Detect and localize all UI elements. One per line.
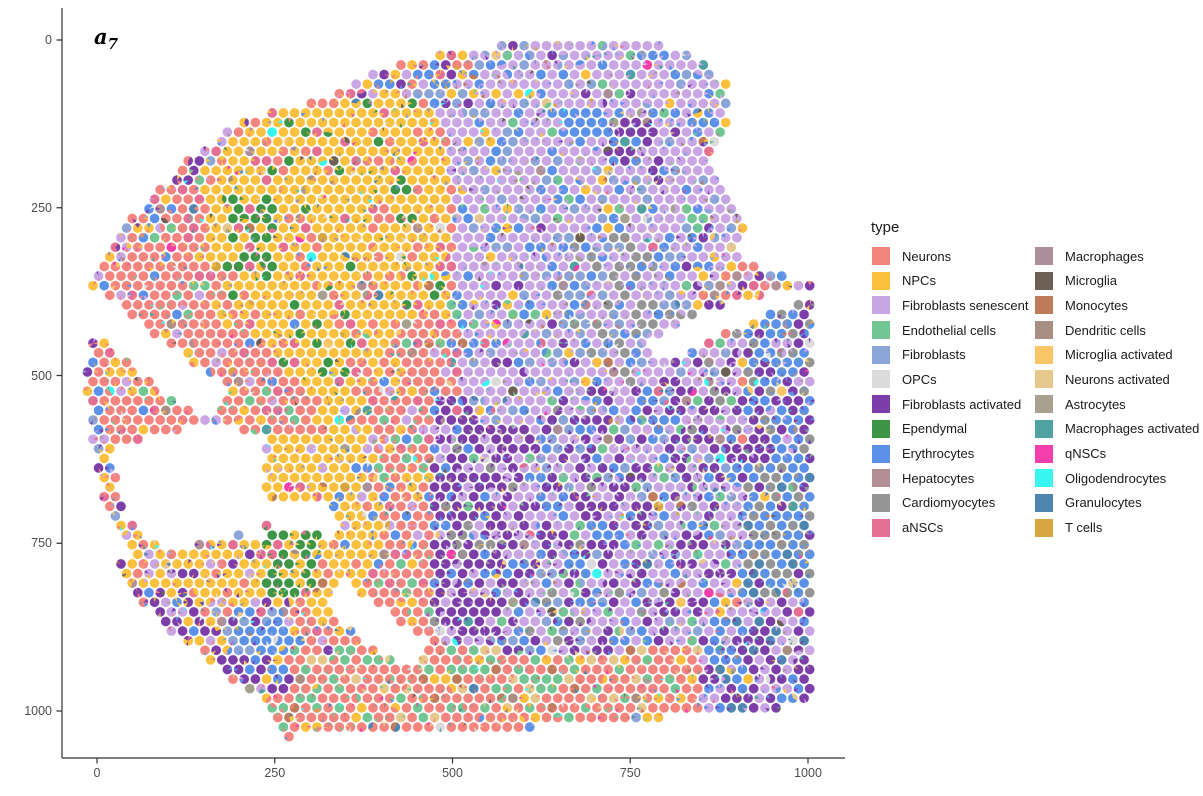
legend-entry-oligodendrocytes: Oligodendrocytes <box>1035 469 1199 488</box>
legend-label-fibroblasts: Fibroblasts <box>902 347 966 363</box>
legend-entry-granulocytes: Granulocytes <box>1035 493 1199 512</box>
legend-label-hepatocytes: Hepatocytes <box>902 470 975 486</box>
legend-swatch-monocytes <box>1035 296 1053 315</box>
legend-entry-fibroblasts-activated: Fibroblasts activated <box>872 395 1028 414</box>
legend-swatch-neurons-activated <box>1035 370 1053 389</box>
x-tick-label: 500 <box>442 766 463 780</box>
legend-entry-neurons-activated: Neurons activated <box>1035 370 1199 389</box>
legend-label-fibroblasts-senescent: Fibroblasts senescent <box>902 297 1029 313</box>
legend-label-erythrocytes: Erythrocytes <box>902 446 975 461</box>
legend-swatch-endothelial-cells <box>872 321 890 340</box>
legend-swatch-hepatocytes <box>872 469 890 488</box>
legend-entry-macrophages: Macrophages <box>1035 247 1199 265</box>
legend-label-fibroblasts-activated: Fibroblasts activated <box>902 396 1022 412</box>
plot-title-symbol: a <box>94 24 108 49</box>
legend-swatch-fibroblasts-senescent <box>872 296 890 315</box>
legend-swatch-anscs <box>872 518 890 537</box>
legend-entry-erythrocytes: Erythrocytes <box>872 444 1028 463</box>
legend-entry-fibroblasts: Fibroblasts <box>872 345 1028 364</box>
legend-column-2: Macrophages Microglia Monocytes Dendritic c… <box>1035 247 1199 537</box>
x-tick-label: 1000 <box>794 766 822 780</box>
legend-label-macrophages-activated: Macrophages activated <box>1065 421 1200 437</box>
legend-swatch-fibroblasts-activated <box>872 395 890 414</box>
legend-entry-t-cells: T cells <box>1035 518 1199 537</box>
legend-entry-neurons: Neurons <box>872 247 1028 265</box>
legend-entry-anscs: aNSCs <box>872 518 1028 537</box>
legend-title: type <box>871 219 900 236</box>
legend-swatch-macrophages <box>1035 247 1053 265</box>
legend-swatch-astrocytes <box>1035 395 1053 414</box>
legend-swatch-macrophages-activated <box>1035 419 1053 438</box>
y-tick-label: 250 <box>31 200 52 215</box>
legend-entry-fibroblasts-senescent: Fibroblasts senescent <box>872 296 1029 315</box>
legend-swatch-npcs <box>872 271 890 290</box>
legend-label-oligodendrocytes: Oligodendrocytes <box>1065 470 1167 486</box>
legend: type Neurons NPCs Fibroblasts senescent End… <box>871 219 1199 537</box>
plot-title: a7 <box>94 24 118 53</box>
legend-swatch-opcs <box>872 370 890 389</box>
legend-label-opcs: OPCs <box>902 371 937 387</box>
legend-label-endothelial-cells: Endothelial cells <box>902 322 996 338</box>
legend-entry-microglia-activated: Microglia activated <box>1035 345 1199 364</box>
legend-swatch-fibroblasts <box>872 345 890 364</box>
legend-swatch-granulocytes <box>1035 493 1053 512</box>
legend-swatch-oligodendrocytes <box>1035 469 1053 488</box>
legend-swatch-t-cells <box>1035 518 1053 537</box>
x-tick-label: 250 <box>264 766 286 780</box>
y-tick-label: 0 <box>45 33 52 47</box>
legend-swatch-ependymal <box>872 419 890 438</box>
legend-entry-macrophages-activated: Macrophages activated <box>1035 419 1200 438</box>
legend-swatch-dendritic-cells <box>1035 321 1053 340</box>
legend-entry-npcs: NPCs <box>872 271 1028 290</box>
legend-entry-dendritic-cells: Dendritic cells <box>1035 321 1199 340</box>
x-tick-label: 0 <box>93 766 101 780</box>
legend-label-cardiomyocytes: Cardiomyocytes <box>902 495 996 511</box>
y-tick-label: 750 <box>31 536 52 551</box>
legend-label-macrophages: Macrophages <box>1065 248 1144 264</box>
legend-label-neurons: Neurons <box>902 248 952 264</box>
legend-entry-opcs: OPCs <box>872 370 1028 389</box>
legend-label-neurons-activated: Neurons activated <box>1065 371 1170 387</box>
legend-entry-monocytes: Monocytes <box>1035 296 1199 315</box>
legend-label-ependymal: Ependymal <box>902 421 968 437</box>
legend-swatch-qnscs <box>1035 444 1053 463</box>
legend-label-npcs: NPCs <box>902 273 936 289</box>
legend-entry-hepatocytes: Hepatocytes <box>872 469 1028 488</box>
legend-entry-ependymal: Ependymal <box>872 419 1028 438</box>
legend-column-1: Neurons NPCs Fibroblasts senescent Endothel… <box>872 247 1028 537</box>
legend-label-microglia: Microglia <box>1065 273 1118 289</box>
plot-title-subscript: 7 <box>107 35 119 53</box>
legend-swatch-neurons <box>872 247 890 265</box>
legend-label-anscs: aNSCs <box>902 520 944 536</box>
legend-entry-cardiomyocytes: Cardiomyocytes <box>872 493 1028 512</box>
legend-swatch-cardiomyocytes <box>872 493 890 512</box>
legend-label-microglia-activated: Microglia activated <box>1065 347 1173 363</box>
legend-entry-astrocytes: Astrocytes <box>1035 395 1199 414</box>
legend-entry-endothelial-cells: Endothelial cells <box>872 321 1028 340</box>
legend-label-astrocytes: Astrocytes <box>1065 396 1126 412</box>
y-tick-label: 1000 <box>24 704 52 718</box>
legend-swatch-microglia-activated <box>1035 345 1053 364</box>
legend-entry-qnscs: qNSCs <box>1035 444 1199 463</box>
legend-label-dendritic-cells: Dendritic cells <box>1065 322 1146 338</box>
legend-label-granulocytes: Granulocytes <box>1065 495 1142 511</box>
y-tick-label: 500 <box>31 368 52 383</box>
legend-label-qnscs: qNSCs <box>1065 446 1107 461</box>
legend-label-t-cells: T cells <box>1065 520 1103 536</box>
x-tick-label: 750 <box>619 766 641 780</box>
legend-swatch-erythrocytes <box>872 444 890 463</box>
legend-entry-microglia: Microglia <box>1035 271 1199 290</box>
legend-swatch-microglia <box>1035 271 1053 290</box>
legend-label-monocytes: Monocytes <box>1065 297 1128 313</box>
